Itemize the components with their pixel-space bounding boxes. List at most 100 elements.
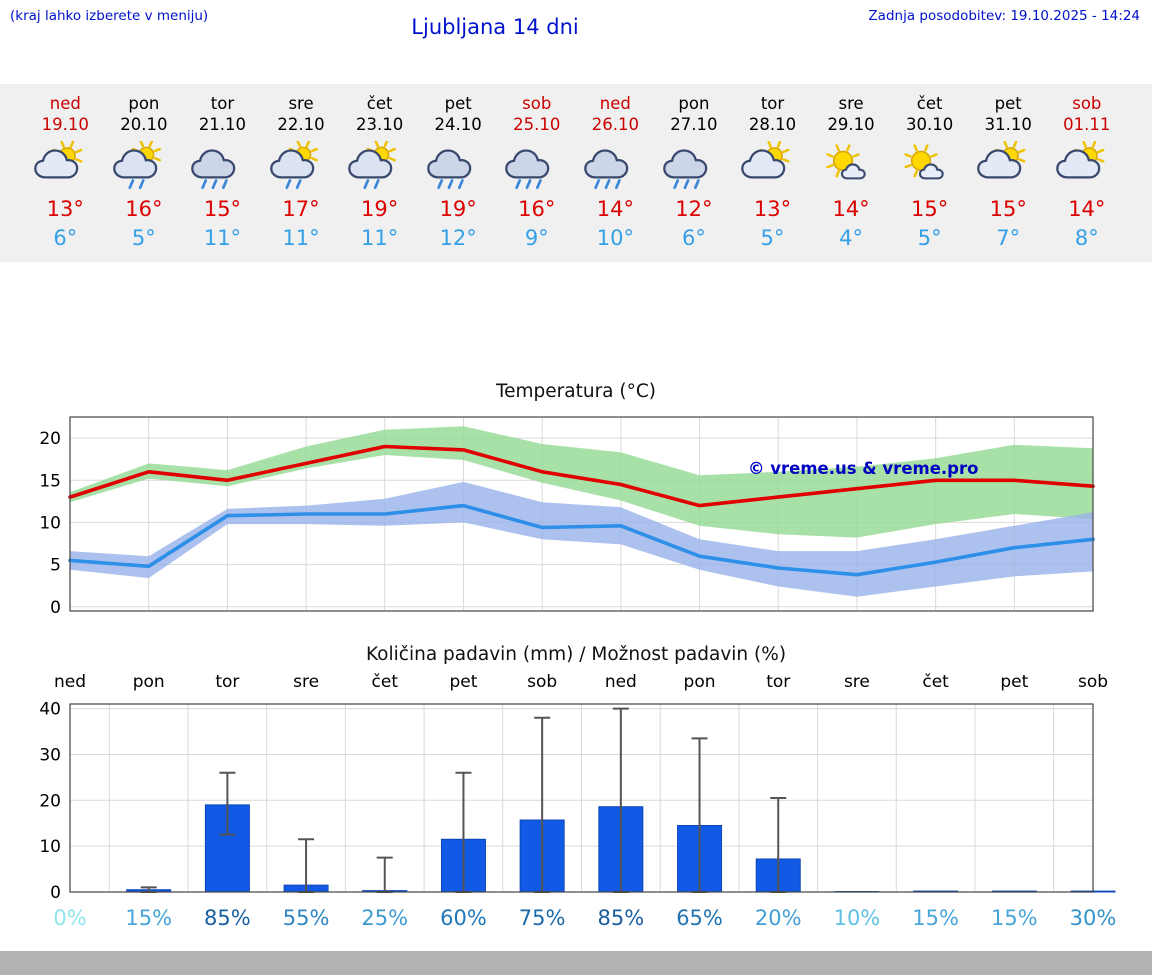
day-name: tor xyxy=(760,94,785,113)
day-date: 29.10 xyxy=(827,114,875,134)
day-column: sre 22.10 17° 11° xyxy=(262,94,341,250)
precip-day-label: ned xyxy=(604,671,637,692)
temp-y-tick-label: 15 xyxy=(39,471,61,491)
precipitation-section: Količina padavin (mm) / Možnost padavin … xyxy=(0,643,1152,936)
high-temp: 14° xyxy=(596,196,634,221)
temperature-chart: 0 5 10 15 20 © vreme.us & vreme.pro xyxy=(39,416,1095,618)
high-temp: 15° xyxy=(911,196,949,221)
low-temp: 10° xyxy=(596,225,634,250)
precip-percent: 15% xyxy=(990,905,1038,930)
day-column: čet 23.10 19° 11° xyxy=(340,94,419,250)
max-temp-line xyxy=(68,444,1095,508)
precipitation-chart-title: Količina padavin (mm) / Možnost padavin … xyxy=(365,643,787,665)
precip-y-tick-label: 30 xyxy=(39,745,61,765)
low-temp: 11° xyxy=(360,225,399,250)
precip-percent: 85% xyxy=(597,905,645,930)
day-date: 31.10 xyxy=(984,114,1032,134)
sun-rain-icon xyxy=(112,140,161,189)
rain-icon xyxy=(427,149,472,189)
temperature-chart-title: Temperatura (°C) xyxy=(495,380,657,402)
precip-percent: 10% xyxy=(833,905,881,930)
precip-day-label: ned xyxy=(53,671,87,692)
day-name: sob xyxy=(522,94,552,113)
precip-percent: 20% xyxy=(754,905,802,930)
footer-bar xyxy=(0,951,1152,975)
temp-y-tick-label: 10 xyxy=(39,513,61,533)
day-date: 22.10 xyxy=(277,114,325,134)
day-column: ned 26.10 14° 10° xyxy=(576,94,655,250)
high-temp: 14° xyxy=(1068,196,1106,221)
forecast-strip: ned 19.10 13° 6° pon 20.10 16° 5° tor 21.10 15° 11°… xyxy=(0,84,1152,262)
weather-icon xyxy=(733,140,812,195)
min-temp-line xyxy=(68,503,1095,577)
day-name: čet xyxy=(366,94,393,113)
watermark-link[interactable]: © vreme.us & vreme.pro xyxy=(748,459,978,478)
day-date: 21.10 xyxy=(198,114,247,134)
page-title: Ljubljana 14 dni xyxy=(411,15,579,39)
day-date: 19.10 xyxy=(41,114,89,134)
day-date: 20.10 xyxy=(120,114,168,134)
weather-icon xyxy=(183,141,262,195)
high-temp: 13° xyxy=(46,196,84,221)
day-name: sre xyxy=(288,94,314,113)
day-column: ned 19.10 13° 6° xyxy=(26,94,105,250)
high-temp: 17° xyxy=(282,196,320,221)
last-update: Zadnja posodobitev: 19.10.2025 - 14:24 xyxy=(868,8,1140,24)
day-column: pon 20.10 16° 5° xyxy=(105,94,184,250)
day-date: 01.11 xyxy=(1063,114,1111,134)
precip-percent: 60% xyxy=(440,905,487,930)
day-date: 23.10 xyxy=(355,114,404,134)
high-temp: 16° xyxy=(518,196,556,221)
min-range-band xyxy=(70,481,1093,597)
sun-rain-icon xyxy=(269,140,318,189)
low-temp: 7° xyxy=(996,225,1021,250)
day-name: ned xyxy=(49,94,81,113)
day-column: sre 29.10 14° 4° xyxy=(812,94,891,250)
low-temp: 11° xyxy=(282,225,320,250)
day-column: tor 28.10 13° 5° xyxy=(733,94,812,250)
day-column: čet 30.10 15° 5° xyxy=(890,94,969,250)
day-name: pon xyxy=(678,94,710,113)
low-temp: 5° xyxy=(760,225,785,250)
weather-icon xyxy=(105,140,184,195)
precip-day-label: tor xyxy=(215,671,240,692)
partly-cloudy-icon xyxy=(34,140,83,179)
precip-y-tick-label: 10 xyxy=(39,837,61,857)
temp-y-tick-label: 5 xyxy=(50,556,61,576)
day-column: pet 24.10 19° 12° xyxy=(419,94,498,250)
plot-border xyxy=(69,703,1094,893)
day-name: sob xyxy=(1072,94,1102,113)
day-column: tor 21.10 15° 11° xyxy=(183,94,262,250)
mostly-sunny-icon xyxy=(904,144,945,180)
partly-cloudy-icon xyxy=(1055,140,1104,179)
low-temp: 11° xyxy=(203,225,242,250)
weather-icon xyxy=(576,141,655,195)
weather-icon xyxy=(419,141,498,195)
low-temp: 8° xyxy=(1074,225,1099,250)
header: (kraj lahko izberete v meniju) Ljubljana… xyxy=(0,0,1152,40)
weather-icon xyxy=(890,141,969,195)
plot-border xyxy=(69,416,1094,612)
precip-y-tick-label: 40 xyxy=(39,699,61,719)
day-date: 27.10 xyxy=(670,114,718,134)
precip-day-label: čet xyxy=(371,671,399,692)
precip-percent: 15% xyxy=(125,905,173,930)
day-name: pet xyxy=(994,94,1022,113)
weather-icon xyxy=(1048,140,1127,195)
precip-y-tick-label: 0 xyxy=(50,883,61,900)
day-date: 28.10 xyxy=(748,114,797,134)
precip-day-label: tor xyxy=(766,671,791,692)
weather-icon xyxy=(655,141,734,195)
day-name: tor xyxy=(210,94,235,113)
low-temp: 12° xyxy=(439,225,477,250)
day-column: pon 27.10 12° 6° xyxy=(655,94,734,250)
high-temp: 13° xyxy=(753,196,792,221)
precip-day-labels: ned pon tor sre čet pet sob ned pon tor sre čet pet s… xyxy=(0,672,1152,696)
high-temp: 15° xyxy=(203,196,242,221)
weather-icon xyxy=(969,140,1048,195)
day-name: pon xyxy=(128,94,160,113)
rain-icon xyxy=(584,149,629,189)
temperature-section: Temperatura (°C) 0 5 10 15 20 © vreme.us & vr… xyxy=(0,380,1152,619)
precip-day-label: čet xyxy=(922,671,949,692)
day-date: 26.10 xyxy=(591,114,639,134)
